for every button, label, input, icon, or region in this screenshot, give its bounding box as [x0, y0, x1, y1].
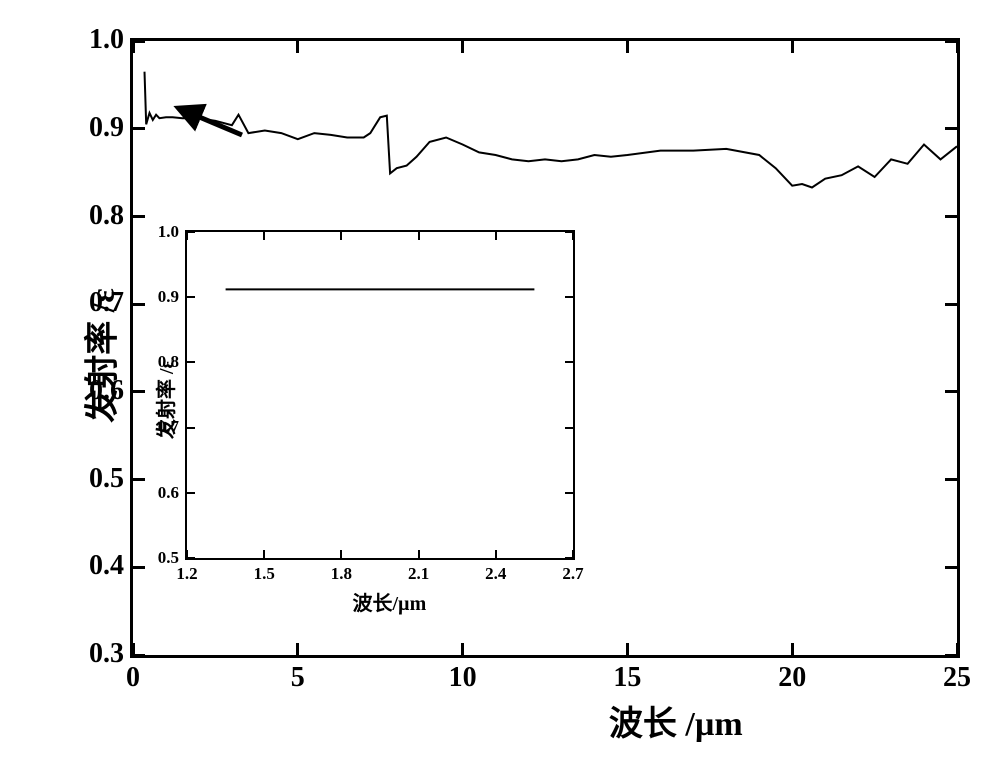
inset-line-svg [187, 232, 573, 558]
y-tick-label: 1.0 [89, 24, 124, 56]
tick-mark [461, 41, 464, 53]
x-tick-label: 1.5 [234, 564, 294, 584]
tick-mark [133, 40, 145, 43]
tick-mark [263, 550, 265, 558]
tick-mark [133, 303, 145, 306]
data-line [145, 72, 958, 188]
tick-mark [418, 550, 420, 558]
tick-mark [418, 232, 420, 240]
tick-mark [791, 41, 794, 53]
tick-mark [133, 654, 145, 657]
y-tick-label: 0.5 [89, 463, 124, 495]
tick-mark [133, 390, 145, 393]
tick-mark [495, 232, 497, 240]
tick-mark [495, 550, 497, 558]
x-tick-label: 0 [103, 662, 163, 694]
tick-mark [565, 361, 573, 363]
tick-mark [572, 232, 574, 240]
tick-mark [132, 643, 135, 655]
tick-mark [945, 478, 957, 481]
tick-mark [186, 550, 188, 558]
y-tick-label: 0.8 [89, 200, 124, 232]
inset-plot-area [185, 230, 575, 560]
y-tick-label: 1.0 [158, 222, 179, 242]
tick-mark [626, 41, 629, 53]
tick-mark [340, 550, 342, 558]
inset-y-axis-label: 发射率 /ε [150, 360, 179, 439]
x-tick-label: 10 [433, 662, 493, 694]
y-tick-label: 0.9 [158, 287, 179, 307]
y-tick-label: 0.6 [158, 483, 179, 503]
x-tick-label: 2.4 [466, 564, 526, 584]
x-tick-label: 2.1 [389, 564, 449, 584]
tick-mark [572, 550, 574, 558]
x-tick-label: 1.8 [311, 564, 371, 584]
tick-mark [791, 643, 794, 655]
tick-mark [187, 361, 195, 363]
x-tick-label: 2.7 [543, 564, 603, 584]
tick-mark [945, 303, 957, 306]
y-tick-label: 0.4 [89, 550, 124, 582]
tick-mark [945, 566, 957, 569]
tick-mark [340, 232, 342, 240]
tick-mark [945, 215, 957, 218]
main-x-axis-label: 波长 /µm [609, 696, 743, 745]
tick-mark [956, 643, 959, 655]
tick-mark [187, 427, 195, 429]
tick-mark [263, 232, 265, 240]
tick-mark [956, 41, 959, 53]
x-tick-label: 25 [927, 662, 987, 694]
x-tick-label: 1.2 [157, 564, 217, 584]
tick-mark [296, 643, 299, 655]
tick-mark [133, 127, 145, 130]
tick-mark [565, 296, 573, 298]
tick-mark [187, 296, 195, 298]
tick-mark [565, 492, 573, 494]
tick-mark [945, 390, 957, 393]
x-tick-label: 5 [268, 662, 328, 694]
tick-mark [186, 232, 188, 240]
x-tick-label: 20 [762, 662, 822, 694]
main-y-axis-label: 发射率 /ε [75, 288, 124, 422]
inset-x-axis-label: 波长/µm [353, 587, 427, 616]
tick-mark [296, 41, 299, 53]
tick-mark [945, 127, 957, 130]
tick-mark [461, 643, 464, 655]
tick-mark [187, 231, 195, 233]
tick-mark [187, 492, 195, 494]
x-tick-label: 15 [597, 662, 657, 694]
y-tick-label: 0.9 [89, 112, 124, 144]
tick-mark [133, 566, 145, 569]
tick-mark [565, 427, 573, 429]
tick-mark [133, 478, 145, 481]
tick-mark [133, 215, 145, 218]
tick-mark [132, 41, 135, 53]
tick-mark [187, 557, 195, 559]
figure: 0.30.40.50.60.70.80.91.0 0510152025 发射率 … [0, 0, 1000, 757]
tick-mark [626, 643, 629, 655]
